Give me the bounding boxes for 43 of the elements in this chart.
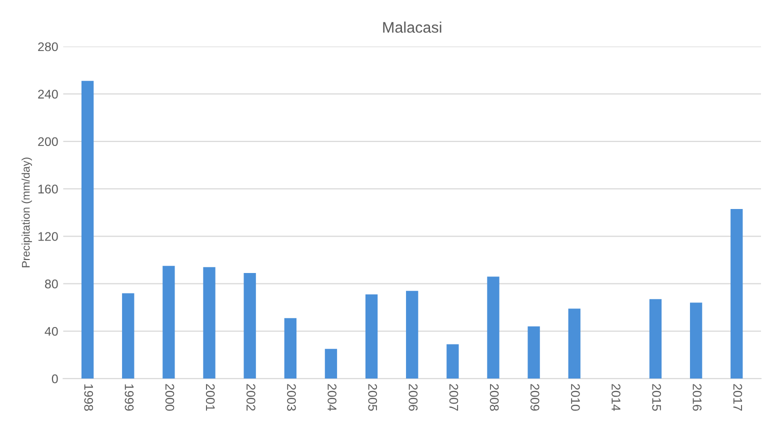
bar [244, 273, 256, 379]
y-tick-label: 80 [45, 280, 58, 288]
bar [649, 299, 662, 379]
y-tick-label: 40 [44, 326, 58, 336]
bar [690, 302, 702, 379]
x-tick-label: 1998 [84, 384, 94, 411]
bar [122, 293, 134, 379]
y-tick-label: 120 [38, 232, 58, 241]
bar [730, 209, 743, 379]
y-tick-label: 0 [52, 374, 58, 384]
x-tick-label: 1999 [124, 384, 134, 411]
x-tick-label: 2004 [328, 384, 336, 411]
bar [203, 267, 216, 379]
y-axis-title: Precipitation (mm/day) [22, 158, 32, 268]
y-tick-label: 240 [38, 90, 58, 99]
x-tick-label: 2017 [733, 384, 742, 411]
x-tick-label: 2014 [612, 384, 620, 411]
y-tick-label: 200 [38, 137, 58, 146]
y-tick-label: 280 [38, 42, 58, 52]
x-tick-label: 2015 [652, 384, 661, 411]
x-tick-label: 2007 [449, 384, 458, 411]
x-tick-label: 2001 [206, 384, 215, 411]
bar [324, 348, 338, 379]
chart-title: Malacasi [383, 22, 442, 33]
bar [81, 80, 94, 379]
bar [365, 294, 378, 379]
x-tick-label: 2009 [530, 384, 540, 411]
bar [568, 308, 580, 379]
bar [284, 318, 296, 379]
x-tick-label: 2002 [246, 384, 256, 411]
x-tick-label: 2016 [692, 384, 702, 411]
x-tick-label: 2010 [571, 384, 580, 411]
bar [528, 326, 540, 379]
bar [406, 290, 418, 379]
x-tick-label: 2000 [165, 384, 174, 411]
x-tick-label: 2006 [408, 384, 418, 411]
y-tick-label: 160 [38, 184, 58, 194]
bar [162, 266, 175, 379]
x-tick-label: 2003 [287, 384, 296, 411]
bar [446, 344, 459, 379]
x-tick-label: 2008 [490, 384, 499, 411]
x-tick-label: 2005 [368, 384, 378, 411]
bar [487, 276, 500, 379]
